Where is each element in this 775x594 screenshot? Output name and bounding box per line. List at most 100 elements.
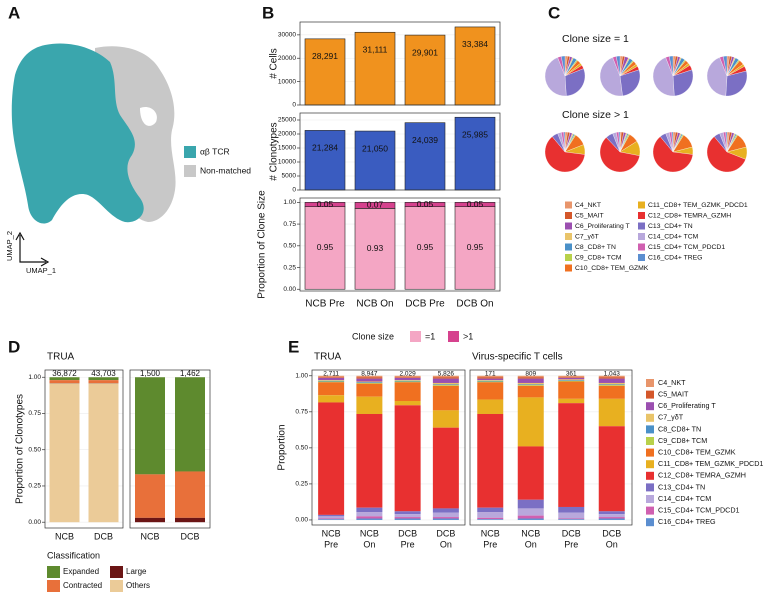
bar-segment — [517, 385, 544, 386]
pie-slice — [618, 131, 621, 153]
x-tick-label: NCB — [360, 528, 379, 538]
legend-label: C11_CD8+ TEM_GZMK_PDCD1 — [658, 459, 763, 468]
pie-slice — [669, 55, 674, 77]
bar-segment — [356, 382, 383, 383]
bar-segment — [477, 517, 504, 520]
legend-swatch — [184, 146, 196, 158]
y-tick-label: 0.25 — [283, 264, 296, 271]
bar-segment — [598, 384, 625, 386]
bar-segment — [598, 518, 625, 520]
bar-segment — [88, 380, 119, 384]
bar-segment — [517, 518, 544, 520]
bar-segment — [49, 383, 80, 523]
bar-segment — [517, 377, 544, 379]
bar-segment — [558, 375, 585, 378]
legend-label: Others — [126, 581, 150, 590]
pie-slice — [619, 69, 641, 97]
bar-segment — [517, 378, 544, 383]
y-tick-label: 30000 — [278, 32, 296, 39]
bar-segment — [318, 381, 345, 383]
legend-swatch — [565, 222, 572, 230]
y-axis-label: Proportion of Clone Size — [257, 190, 268, 299]
y-tick-label: 10000 — [278, 78, 296, 85]
bar-segment — [477, 399, 504, 414]
value-label: 21,284 — [312, 143, 338, 153]
bar-segment — [88, 377, 119, 381]
y-tick-label: 0.75 — [295, 409, 308, 416]
legend-swatch — [565, 264, 572, 272]
legend-swatch — [646, 425, 654, 434]
bar-segment — [394, 377, 421, 378]
legend-label: Contracted — [63, 581, 102, 590]
value-label: 0.95 — [467, 242, 484, 252]
y-tick-label: 5000 — [282, 173, 297, 180]
value-label: 0.07 — [367, 200, 384, 210]
value-label: 21,050 — [362, 143, 388, 153]
total-label: 2,711 — [323, 371, 339, 378]
x-tick-label: On — [363, 539, 375, 549]
pie-slice — [672, 69, 694, 97]
pie-slice — [561, 55, 566, 77]
x-tick-label: On — [440, 539, 452, 549]
legend-swatch — [565, 212, 572, 219]
legend-label: C11_CD8+ TEM_GZMK_PDCD1 — [648, 202, 748, 209]
bar-segment — [598, 511, 625, 515]
bar-segment — [598, 375, 625, 378]
legend-label: C6_Proliferating T — [575, 223, 630, 230]
bar-segment — [318, 514, 345, 517]
pie-slice — [725, 70, 748, 97]
pie-slice — [725, 131, 728, 153]
bar-segment — [558, 381, 585, 399]
legend-label: C4_NKT — [575, 202, 601, 209]
y-tick-label: 15000 — [278, 145, 296, 152]
y-tick-label: 0.00 — [295, 517, 308, 524]
x-tick-label: Pre — [483, 539, 497, 549]
legend-swatch — [646, 379, 654, 387]
bar-segment — [477, 507, 504, 513]
legend-label: C7_γδT — [658, 413, 684, 422]
legend-swatch — [638, 222, 645, 230]
bar-segment — [432, 517, 459, 519]
total-label: 1,462 — [180, 369, 201, 378]
legend-swatch — [110, 566, 123, 578]
bar-segment — [394, 405, 421, 512]
bar-segment — [477, 380, 504, 382]
bar-segment — [318, 380, 345, 381]
bar-segment — [598, 385, 625, 386]
bar — [304, 130, 346, 191]
bar-segment — [394, 380, 421, 382]
plot-frame — [299, 197, 501, 292]
bar-segment — [558, 379, 585, 381]
plot-frame — [469, 369, 633, 526]
value-label: 31,111 — [363, 45, 388, 55]
bar-segment — [318, 395, 345, 403]
legend-swatch — [646, 390, 654, 399]
bar-segment — [394, 382, 421, 401]
legend-label: Expanded — [63, 567, 99, 576]
y-tick-label: 1.00 — [295, 372, 308, 379]
bar-segment — [394, 514, 421, 518]
value-label: 29,901 — [412, 47, 438, 57]
x-tick-label: NCB — [481, 528, 500, 538]
x-axis-label: UMAP_1 — [26, 266, 56, 275]
bar-segment — [558, 403, 585, 507]
x-tick-label: Pre — [324, 539, 338, 549]
legend-swatch — [646, 437, 654, 445]
legend-label: C8_CD8+ TN — [658, 424, 701, 433]
bar-segment — [517, 397, 544, 447]
bar-segment — [517, 515, 544, 519]
pie-slice — [544, 57, 567, 97]
bar-segment — [394, 377, 421, 381]
bar-segment — [394, 401, 421, 406]
legend-label: C4_NKT — [658, 378, 686, 387]
y-tick-label: 1.00 — [283, 199, 296, 206]
total-label: 36,872 — [52, 369, 77, 378]
bar-segment — [432, 385, 459, 411]
y-tick-label: 0.75 — [28, 410, 41, 417]
pie-slice — [544, 136, 586, 173]
bar-segment — [318, 377, 345, 378]
panel-letter: D — [8, 337, 20, 356]
bar-segment — [477, 378, 504, 381]
bar — [354, 31, 396, 106]
value-label: 0.93 — [367, 243, 384, 253]
